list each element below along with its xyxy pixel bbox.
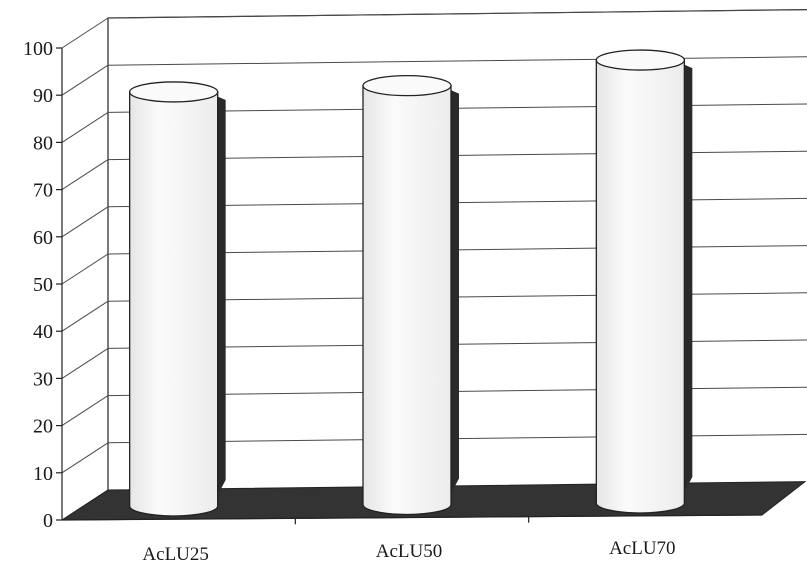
gridline-back: [107, 9, 807, 19]
labels: AcLU25 AcLU50 AcLU70: [142, 538, 675, 565]
bar: [362, 74, 459, 516]
y-tick-label: 50: [33, 274, 53, 296]
bar: [129, 81, 226, 517]
bar-body: [129, 91, 219, 517]
bar-top: [129, 81, 219, 103]
gridline-side: [61, 395, 109, 427]
y-tick-label: 20: [33, 416, 53, 438]
x-tick-label: AcLU50: [376, 541, 442, 562]
y-tick-label: 30: [33, 368, 53, 390]
x-tick-label: AcLU25: [142, 544, 208, 565]
bar-top: [595, 49, 685, 71]
y-tick-label: 0: [43, 510, 53, 532]
bar-body: [362, 84, 452, 516]
x-axis-line: [61, 514, 763, 521]
y-tick-label: 80: [33, 132, 53, 154]
y-tick-label: 100: [23, 38, 53, 60]
y-tick-label: 40: [33, 321, 53, 343]
y-tick-label: 90: [33, 85, 53, 107]
x-tick-label: AcLU70: [609, 538, 675, 559]
gridline-side: [61, 300, 109, 332]
gridline-back: [107, 56, 807, 66]
y-axis: 0 10 20 30 40 50 60 70 80 90 100: [23, 38, 763, 532]
bar-top: [362, 74, 452, 97]
gridline-side: [61, 17, 109, 49]
bars: [129, 49, 693, 517]
gridline-side: [61, 347, 109, 379]
y-tick-label: 70: [33, 180, 53, 202]
gridline-side: [61, 111, 109, 143]
bar-body: [595, 59, 685, 514]
gridline-side: [61, 64, 109, 96]
y-tick-label: 10: [33, 463, 53, 485]
gridline-side: [61, 159, 109, 191]
gridline-side: [61, 442, 109, 474]
bar: [595, 49, 693, 514]
gridline-side: [61, 206, 109, 238]
y-tick-label: 60: [33, 227, 53, 249]
gridline-side: [61, 253, 109, 285]
